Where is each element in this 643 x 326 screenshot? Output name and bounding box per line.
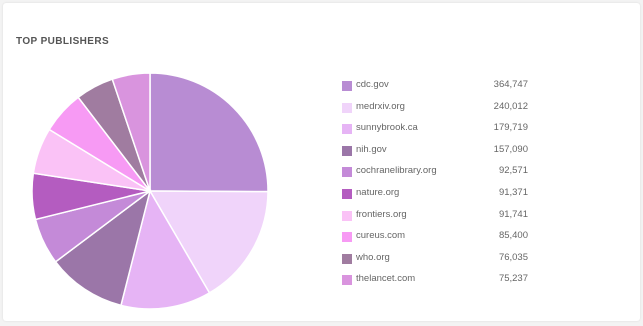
legend-value: 91,371 xyxy=(498,186,528,198)
legend-value: 75,237 xyxy=(498,273,528,285)
legend-item[interactable]: thelancet.com 75,237 xyxy=(342,273,542,295)
legend-item[interactable]: cureus.com 85,400 xyxy=(342,230,542,252)
legend-item[interactable]: nih.gov 157,090 xyxy=(342,144,542,166)
legend-swatch xyxy=(342,210,352,221)
legend-value: 76,035 xyxy=(498,251,528,263)
legend-item[interactable]: who.org 76,035 xyxy=(342,252,542,274)
legend-swatch xyxy=(342,253,352,264)
legend-item[interactable]: nature.org 91,371 xyxy=(342,187,542,209)
legend-swatch xyxy=(342,102,352,113)
legend-value: 157,090 xyxy=(493,143,528,155)
legend-value: 179,719 xyxy=(493,122,528,134)
legend-item[interactable]: sunnybrook.ca 179,719 xyxy=(342,122,542,144)
chart-title: TOP PUBLISHERS xyxy=(16,36,110,47)
legend-swatch xyxy=(342,124,352,135)
legend-value: 91,741 xyxy=(498,208,528,220)
legend-value: 364,747 xyxy=(493,79,528,90)
legend-label: thelancet.com xyxy=(356,273,416,285)
legend-label: nih.gov xyxy=(356,143,387,155)
legend-label: cureus.com xyxy=(356,230,406,242)
legend-value: 92,571 xyxy=(498,165,528,177)
legend-swatch xyxy=(342,232,352,243)
legend-item[interactable]: cochranelibrary.org 92,571 xyxy=(342,165,542,187)
legend-label: who.org xyxy=(356,251,390,263)
legend-value: 240,012 xyxy=(493,100,528,112)
legend-item[interactable]: cdc.gov 364,747 xyxy=(342,79,542,101)
legend-swatch xyxy=(342,81,352,91)
legend-swatch xyxy=(342,145,352,156)
chart-legend: cdc.gov 364,747 medrxiv.org 240,012 sunnybro… xyxy=(342,79,542,295)
legend-item[interactable]: frontiers.org 91,741 xyxy=(342,209,542,231)
pie-slice-9[interactable] xyxy=(111,72,151,192)
legend-swatch xyxy=(342,188,352,199)
legend-label: nature.org xyxy=(356,186,400,198)
pie-slice-0[interactable] xyxy=(149,72,269,193)
legend-swatch xyxy=(342,275,352,286)
legend-label: medrxiv.org xyxy=(356,100,405,112)
legend-label: frontiers.org xyxy=(356,208,407,220)
legend-item[interactable]: medrxiv.org 240,012 xyxy=(342,101,542,123)
legend-label: sunnybrook.ca xyxy=(356,122,418,134)
legend-swatch xyxy=(342,167,352,178)
pie-slice-3[interactable] xyxy=(54,189,152,307)
pie-slice-1[interactable] xyxy=(148,190,269,294)
legend-value: 85,400 xyxy=(498,230,528,242)
legend-label: cochranelibrary.org xyxy=(356,165,437,177)
legend-label: cdc.gov xyxy=(356,79,389,90)
